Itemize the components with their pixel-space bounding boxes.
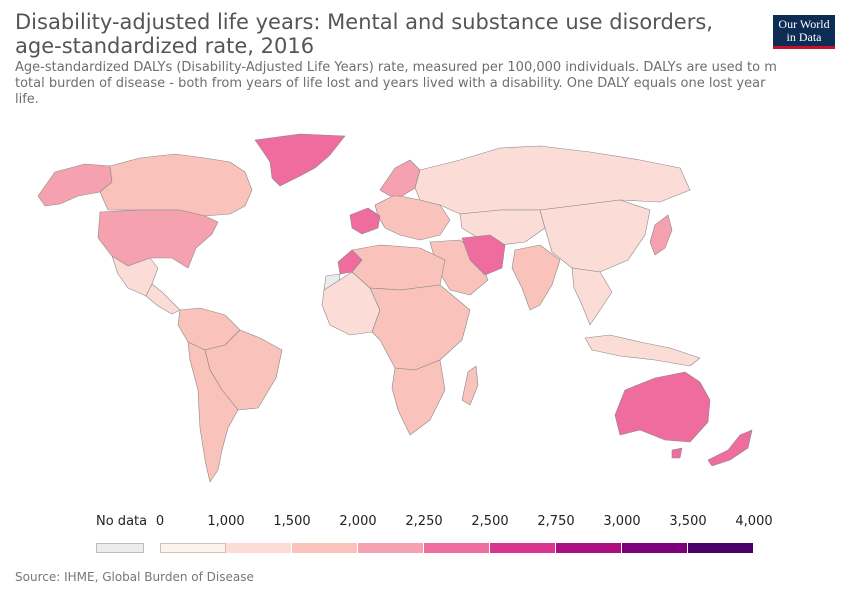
region-japan[interactable]: Japan <box>649 214 673 256</box>
legend-tick-5: 2,500 <box>471 514 509 529</box>
legend-bin-3[interactable] <box>358 543 424 553</box>
legend-tick-1: 1,000 <box>207 514 245 529</box>
region-central-east-africa[interactable]: Central and East Africa <box>369 284 471 371</box>
legend-tick-3: 2,000 <box>339 514 377 529</box>
region-tasmania[interactable]: Australia <box>671 447 683 459</box>
region-scandinavia[interactable]: Scandinavia <box>379 159 421 197</box>
legend-tick-0: 0 <box>155 514 165 529</box>
region-indonesia[interactable]: Indonesia <box>584 334 701 367</box>
legend-no-data-swatch[interactable] <box>96 543 144 553</box>
legend-tick-4: 2,250 <box>405 514 443 529</box>
legend-bin-5[interactable] <box>490 543 556 553</box>
region-new-zealand[interactable]: New Zealand <box>707 429 753 467</box>
region-alaska[interactable]: Alaska <box>37 163 113 207</box>
legend-bin-1[interactable] <box>226 543 292 553</box>
region-canada[interactable]: Canada <box>99 153 253 217</box>
region-south-america-south[interactable]: South America South <box>187 341 239 483</box>
world-map[interactable]: Greenland Alaska Canada United States Me… <box>0 110 850 500</box>
legend-no-data-label: No data <box>96 514 148 529</box>
region-greenland[interactable]: Greenland <box>254 133 346 187</box>
region-southeast-asia[interactable]: Southeast Asia <box>571 267 613 326</box>
region-india[interactable]: India <box>511 244 561 311</box>
legend-bin-0[interactable] <box>160 543 226 553</box>
region-southern-africa[interactable]: Southern Africa <box>391 359 446 436</box>
logo-line-2: in Data <box>786 30 822 44</box>
owid-logo[interactable]: Our World in Data <box>773 15 835 49</box>
legend: No data 0 1,000 1,500 2,000 2,250 2,500 2,750 3… <box>0 510 850 560</box>
region-france[interactable]: France <box>349 207 381 235</box>
logo-line-1: Our World <box>778 17 830 31</box>
legend-bin-4[interactable] <box>424 543 490 553</box>
region-north-africa[interactable]: North Africa <box>351 244 446 291</box>
legend-tick-7: 3,000 <box>603 514 641 529</box>
region-iran[interactable]: Iran <box>461 234 506 276</box>
legend-bin-2[interactable] <box>292 543 358 553</box>
region-russia[interactable]: Russia <box>414 145 691 215</box>
legend-bin-7[interactable] <box>622 543 688 553</box>
region-central-america[interactable]: Central America <box>145 283 181 315</box>
legend-tick-6: 2,750 <box>537 514 575 529</box>
legend-tick-8: 3,500 <box>669 514 707 529</box>
chart-title: Disability-adjusted life years: Mental a… <box>15 10 713 58</box>
legend-tick-9: 4,000 <box>735 514 773 529</box>
region-china[interactable]: China <box>539 199 651 273</box>
source-note[interactable]: Source: IHME, Global Burden of Disease <box>15 570 254 584</box>
chart-subtitle: Age-standardized DALYs (Disability-Adjus… <box>15 60 777 107</box>
region-europe[interactable]: Europe <box>374 194 451 241</box>
region-australia[interactable]: Australia <box>614 371 711 443</box>
region-madagascar[interactable]: Madagascar <box>461 365 479 406</box>
legend-bin-6[interactable] <box>556 543 622 553</box>
legend-tick-2: 1,500 <box>273 514 311 529</box>
legend-bin-8[interactable] <box>688 543 754 553</box>
